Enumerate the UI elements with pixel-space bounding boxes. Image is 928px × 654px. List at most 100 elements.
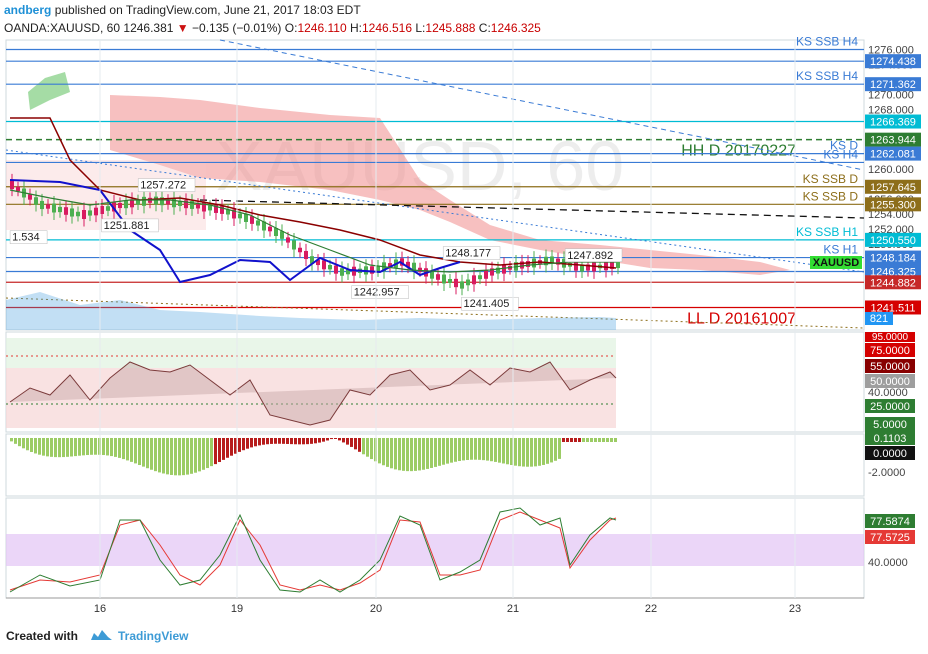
author-link[interactable]: andberg bbox=[4, 3, 52, 17]
footer: Created with TradingView bbox=[0, 620, 928, 654]
candle-body bbox=[88, 210, 92, 216]
macd-bar bbox=[234, 438, 237, 454]
price-annotation-box bbox=[442, 246, 501, 260]
macd-tag-box bbox=[865, 446, 915, 460]
macd-bar bbox=[258, 438, 261, 446]
candle-body bbox=[454, 278, 458, 288]
macd-bar bbox=[418, 438, 421, 471]
rsi-tag: 75.0000 bbox=[870, 345, 910, 357]
macd-bar bbox=[550, 438, 553, 463]
macd-bar bbox=[554, 438, 557, 461]
trendline-brown bbox=[5, 297, 865, 329]
macd-bar bbox=[438, 438, 441, 466]
level-label: KS SSB D bbox=[803, 189, 859, 203]
level-label: KS SSB H1 bbox=[796, 225, 858, 239]
candle-body bbox=[400, 258, 404, 266]
symbol-tag: XAUUSD bbox=[813, 257, 860, 269]
x-tick-label: 21 bbox=[507, 603, 519, 615]
level-label: LL D 20161007 bbox=[687, 310, 796, 327]
candle-body bbox=[250, 216, 254, 224]
candle-body bbox=[40, 200, 44, 210]
candle-body bbox=[106, 206, 110, 211]
rsi-line bbox=[9, 361, 617, 426]
macd-bar bbox=[322, 438, 325, 442]
rsi-tag-box bbox=[865, 343, 915, 357]
level-label: KS SSB H4 bbox=[796, 69, 858, 83]
rsi-tag: 50.0000 bbox=[870, 376, 910, 388]
candle-body bbox=[238, 213, 242, 219]
candle-body bbox=[202, 202, 206, 212]
rsi-tag-box bbox=[865, 417, 915, 431]
macd-bar bbox=[14, 438, 17, 444]
trendlines bbox=[5, 39, 865, 329]
macd-bar bbox=[446, 438, 449, 464]
time-axis[interactable]: 16 19 20 21 22 23 bbox=[94, 40, 801, 615]
macd-bar bbox=[406, 438, 409, 472]
macd-bar bbox=[210, 438, 213, 467]
rsi-upper-zone bbox=[6, 338, 616, 368]
level-tag-box bbox=[865, 275, 921, 290]
low-value: 1245.888 bbox=[425, 21, 476, 35]
macd-bar bbox=[510, 438, 513, 466]
macd-bar bbox=[78, 438, 81, 456]
candle-body bbox=[340, 268, 344, 276]
candle-body bbox=[586, 264, 590, 271]
high-label: H: bbox=[349, 21, 362, 35]
macd-bar bbox=[558, 438, 561, 459]
macd-bar bbox=[566, 438, 569, 442]
macd-tag: 0.0000 bbox=[873, 448, 907, 460]
candle-body bbox=[322, 260, 326, 270]
macd-bar bbox=[214, 438, 217, 465]
rsi-tag: 25.0000 bbox=[870, 401, 910, 413]
macd-bar bbox=[218, 438, 221, 463]
candle-body bbox=[10, 180, 14, 190]
tradingview-brand-link[interactable]: TradingView bbox=[118, 629, 189, 643]
candle-body bbox=[34, 197, 38, 205]
macd-bar bbox=[514, 438, 517, 466]
price-annotation: 1.534 bbox=[12, 232, 40, 244]
macd-bar bbox=[38, 438, 41, 455]
level-tag-box bbox=[865, 114, 921, 129]
price-annotation-box bbox=[137, 178, 196, 192]
macd-bar bbox=[594, 438, 597, 442]
macd-bar bbox=[46, 438, 49, 457]
candle-body bbox=[466, 279, 470, 286]
level-label: HH D 20170227 bbox=[681, 143, 796, 160]
macd-bar bbox=[146, 438, 149, 469]
macd-bar bbox=[110, 438, 113, 457]
macd-pane[interactable] bbox=[5, 433, 865, 497]
price-pane[interactable] bbox=[5, 39, 865, 331]
candle-body bbox=[208, 205, 212, 211]
macd-bar bbox=[366, 438, 369, 457]
price-annotation-box bbox=[9, 230, 48, 244]
macd-bar bbox=[454, 438, 457, 462]
candle-body bbox=[64, 207, 68, 215]
macd-bar bbox=[338, 438, 341, 441]
candle-body bbox=[418, 267, 422, 272]
candle-body bbox=[388, 263, 392, 268]
macd-bar bbox=[82, 438, 85, 456]
macd-bar bbox=[502, 438, 505, 464]
level-tag-box bbox=[865, 179, 921, 194]
macd-tag: 0.1103 bbox=[874, 433, 907, 445]
level-label: KS SSB H4 bbox=[796, 34, 858, 48]
stoch-tag: 77.5874 bbox=[870, 516, 910, 528]
level-tag-box bbox=[865, 146, 921, 161]
candle-body bbox=[280, 231, 284, 239]
candle-body bbox=[190, 201, 194, 209]
macd-bar bbox=[262, 438, 265, 445]
macd-bar bbox=[270, 438, 273, 444]
rsi-tag: 95.0000 bbox=[872, 332, 909, 343]
macd-bar bbox=[306, 438, 309, 445]
macd-bar bbox=[282, 438, 285, 444]
macd-bar bbox=[386, 438, 389, 467]
candle-body bbox=[442, 274, 446, 284]
level-label: KS D bbox=[830, 139, 858, 153]
macd-bar bbox=[394, 438, 397, 470]
macd-bar bbox=[174, 438, 177, 476]
macd-bar bbox=[194, 438, 197, 473]
macd-bar bbox=[70, 438, 73, 457]
macd-bar bbox=[494, 438, 497, 462]
candle-body bbox=[100, 205, 104, 215]
